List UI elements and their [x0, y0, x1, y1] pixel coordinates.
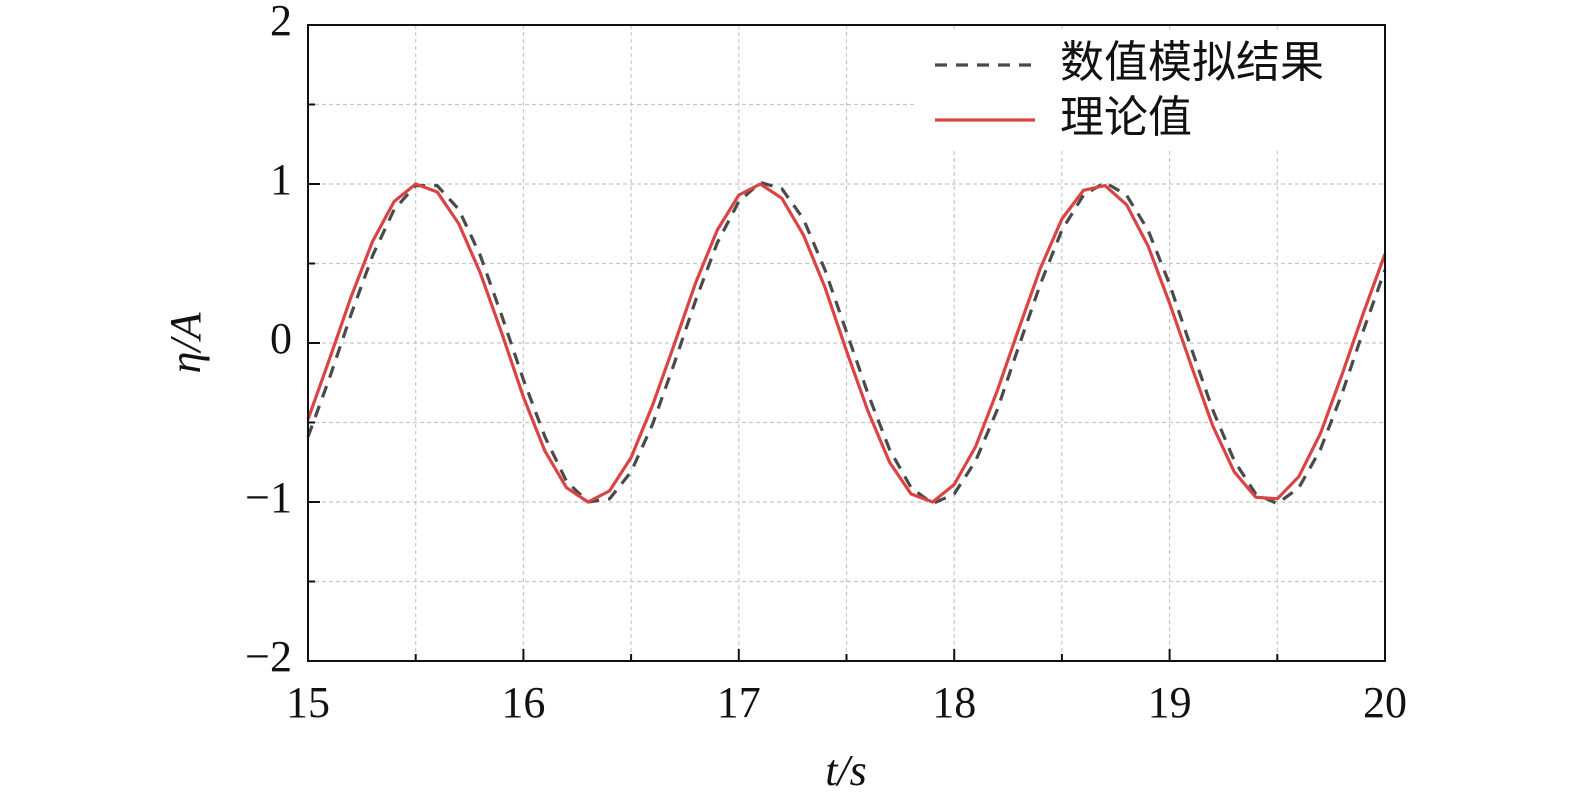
x-tick-label: 17 — [717, 678, 761, 727]
x-axis-label: t/s — [825, 746, 867, 795]
legend-background — [915, 30, 1383, 148]
x-tick-label: 19 — [1148, 678, 1192, 727]
x-tick-label: 16 — [501, 678, 545, 727]
plot-frame — [307, 24, 1386, 662]
legend-label: 数值模拟结果 — [1060, 37, 1324, 88]
y-axis-label: η/A — [161, 311, 210, 373]
y-tick-label: 2 — [270, 0, 292, 45]
series-line — [306, 182, 1387, 504]
y-tick-label: 1 — [270, 155, 292, 204]
x-tick-label: 15 — [286, 678, 330, 727]
y-tick-label: −1 — [245, 473, 292, 522]
legend-label: 理论值 — [1060, 92, 1192, 143]
y-tick-label: 0 — [270, 314, 292, 363]
y-tick-label: −2 — [245, 632, 292, 681]
x-tick-label: 18 — [932, 678, 976, 727]
series-line — [306, 180, 1387, 506]
x-tick-label: 20 — [1363, 678, 1407, 727]
